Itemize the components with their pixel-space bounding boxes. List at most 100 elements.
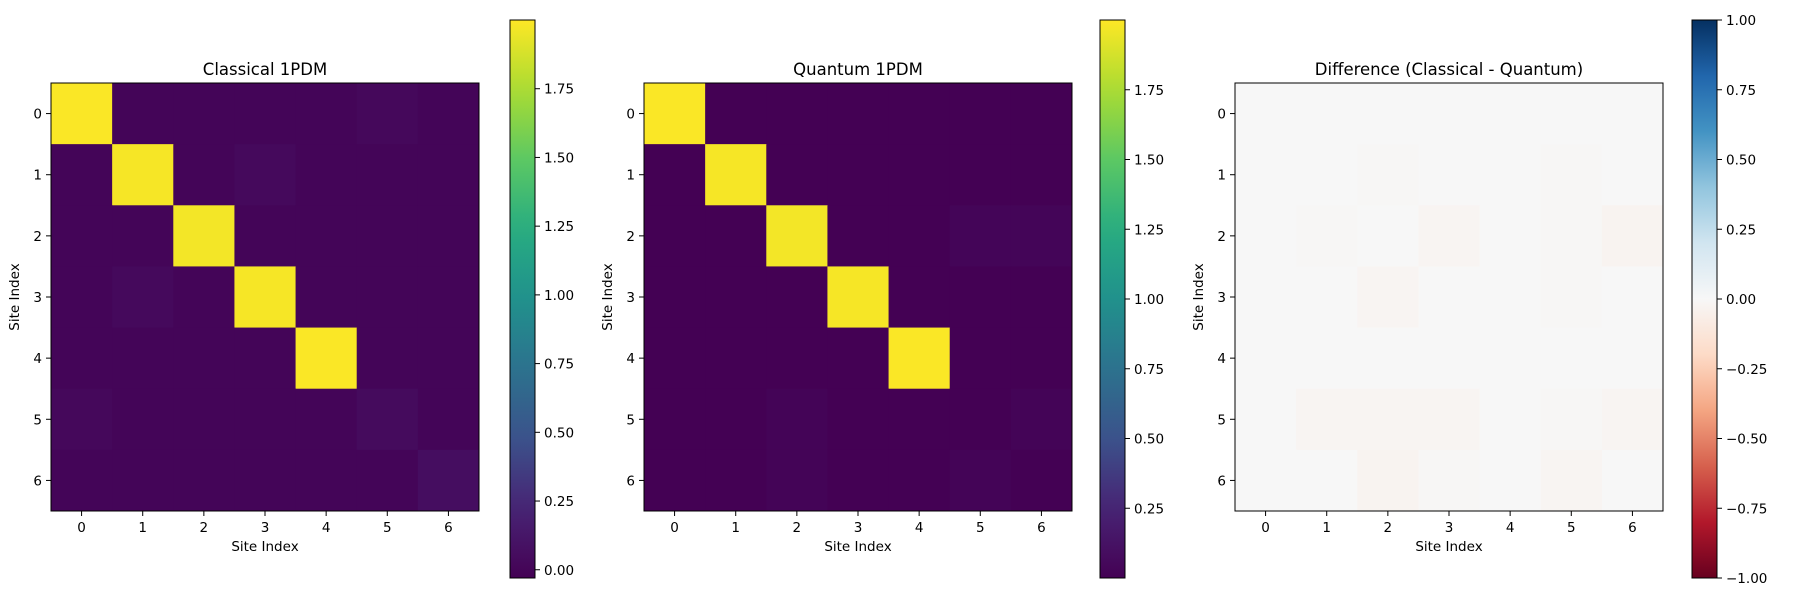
y-tick-label: 1: [626, 168, 635, 184]
heatmap-cell: [112, 388, 174, 451]
heatmap-cell: [112, 449, 174, 512]
colorbar-tick-label: 1.75: [1134, 83, 1164, 99]
heatmap-cell: [1357, 327, 1419, 390]
x-tick-label: 4: [322, 520, 331, 536]
heatmap-cell: [949, 449, 1012, 512]
heatmap-cell: [234, 327, 297, 390]
x-tick-label: 1: [138, 520, 147, 536]
y-tick-label: 3: [33, 290, 42, 306]
heatmap-cell: [827, 266, 890, 329]
x-tick-label: 2: [793, 520, 802, 536]
colorbar-gradient: [509, 19, 536, 579]
heatmap-cell: [1296, 83, 1358, 145]
x-tick-label: 1: [731, 520, 740, 536]
heatmap-cell: [1479, 144, 1542, 206]
heatmap-cell: [1418, 83, 1481, 145]
heatmap-cell: [356, 205, 419, 267]
x-axis-label: Site Index: [824, 539, 891, 555]
heatmap-cell: [356, 388, 419, 451]
heatmap-cell: [1010, 144, 1073, 206]
heatmap-cell: [51, 83, 113, 145]
colorbar-gradient: [1691, 19, 1718, 579]
y-axis-label: Site Index: [7, 263, 23, 330]
heatmap-cell: [705, 144, 767, 206]
heatmap-cell: [1418, 327, 1481, 390]
colorbar-tick-label: 1.25: [1134, 222, 1164, 238]
heatmap-cell: [51, 388, 113, 451]
colorbar-tick-label: 0.00: [1726, 292, 1756, 308]
heatmap-cell: [51, 144, 113, 206]
x-tick-label: 6: [1628, 520, 1637, 536]
y-tick-label: 6: [626, 473, 635, 489]
y-tick-label: 3: [1217, 290, 1226, 306]
y-tick-label: 0: [626, 107, 635, 123]
heatmap-cell: [766, 83, 828, 145]
heatmap-cell: [1296, 266, 1358, 329]
heatmap-cell: [234, 449, 297, 512]
heatmap-cell: [356, 327, 419, 390]
heatmap-cell: [1418, 205, 1481, 267]
heatmap-cell: [1418, 388, 1481, 451]
x-tick-label: 3: [261, 520, 270, 536]
x-tick-label: 1: [1322, 520, 1331, 536]
x-tick-label: 5: [383, 520, 392, 536]
y-tick-label: 2: [1217, 229, 1226, 245]
heatmap-cell: [888, 327, 951, 390]
heatmap-cell: [51, 266, 113, 329]
heatmap-cell: [356, 144, 419, 206]
heatmap-cell: [644, 327, 706, 390]
x-tick-label: 0: [77, 520, 86, 536]
colorbar-tick-label: 0.75: [1134, 362, 1164, 378]
heatmap-cell: [1235, 266, 1297, 329]
heatmap-cell: [1010, 327, 1073, 390]
heatmap-cell: [1601, 266, 1664, 329]
heatmap-cell: [1418, 266, 1481, 329]
x-tick-label: 6: [444, 520, 453, 536]
heatmap-cell: [644, 205, 706, 267]
heatmap-cell: [1235, 144, 1297, 206]
heatmap-cell: [173, 266, 235, 329]
colorbar-tick-label: 0.50: [1134, 432, 1164, 448]
chart-title: Quantum 1PDM: [793, 60, 923, 79]
colorbar-tick-label: 0.75: [1726, 83, 1756, 99]
heatmap-cell: [1010, 388, 1073, 451]
heatmap-cell: [295, 266, 358, 329]
heatmap-cell: [766, 205, 828, 267]
x-tick-label: 4: [915, 520, 924, 536]
heatmap-cell: [295, 83, 358, 145]
heatmap-cell: [1235, 449, 1297, 512]
y-tick-label: 2: [33, 229, 42, 245]
y-tick-label: 0: [1217, 107, 1226, 123]
y-tick-label: 0: [33, 107, 42, 123]
heatmap-cell: [1357, 388, 1419, 451]
heatmap-cell: [173, 144, 235, 206]
heatmap-cell: [1357, 144, 1419, 206]
heatmap-cell: [644, 83, 706, 145]
chart-title: Classical 1PDM: [203, 60, 327, 79]
heatmap-cell: [1235, 388, 1297, 451]
heatmap-cell: [888, 83, 951, 145]
heatmap-cell: [949, 205, 1012, 267]
heatmap-cell: [766, 266, 828, 329]
x-tick-label: 2: [1384, 520, 1393, 536]
colorbar-3: −1.00 −0.75 −0.50 −0.25 0.00 0.25 0.50 0.75 1.00: [1691, 13, 1767, 587]
heatmap-cell: [295, 144, 358, 206]
colorbar-tick-label: 1.50: [1134, 153, 1164, 169]
x-tick-label: 5: [1567, 520, 1576, 536]
heatmap-cell: [644, 388, 706, 451]
x-tick-label: 4: [1506, 520, 1515, 536]
x-tick-label: 3: [1445, 520, 1454, 536]
heatmap-cell: [1296, 449, 1358, 512]
heatmap-cell: [1296, 205, 1358, 267]
heatmap-cell: [1010, 266, 1073, 329]
heatmap-cell: [1540, 205, 1603, 267]
chart-title: Difference (Classical - Quantum): [1315, 60, 1583, 79]
heatmap-cell: [1601, 144, 1664, 206]
y-tick-label: 2: [626, 229, 635, 245]
y-tick-label: 6: [1217, 473, 1226, 489]
heatmap-cell: [1357, 205, 1419, 267]
heatmap-cell: [1479, 205, 1542, 267]
heatmap-cell: [173, 205, 235, 267]
x-axis-label: Site Index: [1415, 539, 1482, 555]
colorbar-tick-label: 1.00: [544, 288, 574, 304]
